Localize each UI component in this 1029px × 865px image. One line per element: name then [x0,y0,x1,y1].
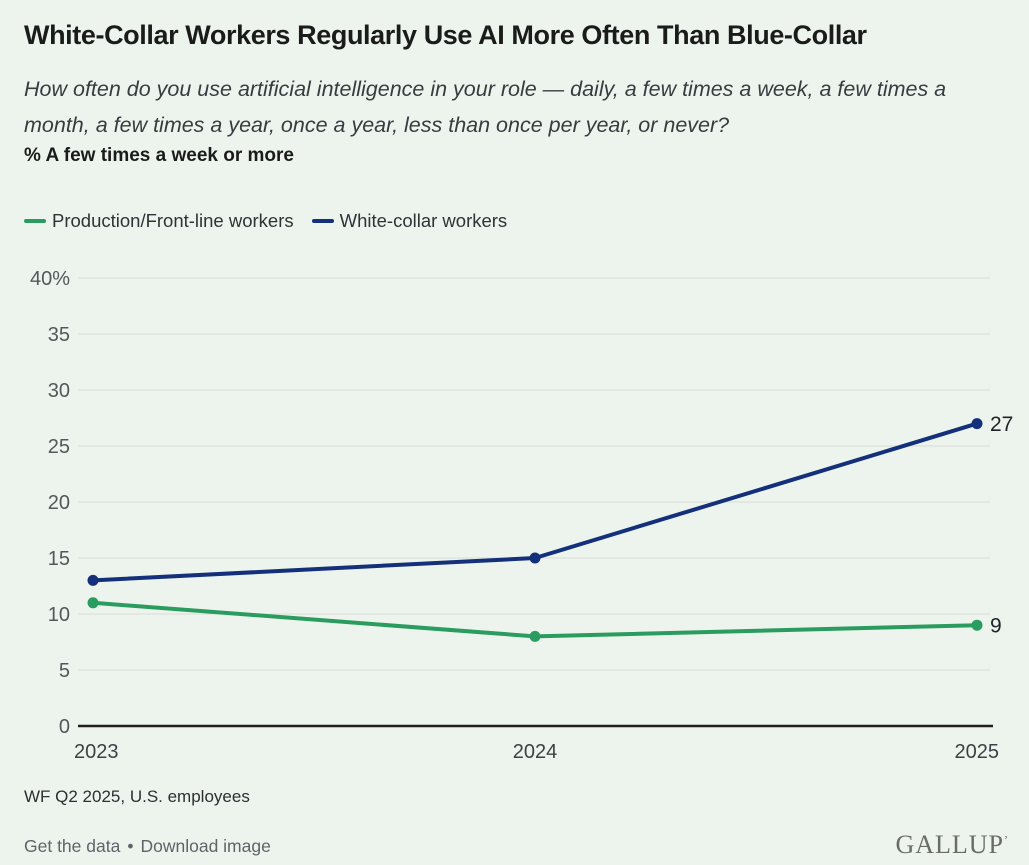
y-axis-tick-label: 10 [48,604,70,626]
y-axis-tick-label: 20 [48,492,70,514]
footer-links: Get the data • Download image [24,836,271,857]
y-axis-tick-label: 5 [59,660,70,682]
chart-subtitle: How often do you use artificial intellig… [24,77,947,137]
value-label: 27 [990,413,1013,436]
data-point [87,574,99,586]
measure-label: % A few times a week or more [24,145,294,166]
x-axis-label: 2024 [513,741,558,763]
legend-label: Production/Front-line workers [52,210,294,231]
data-point [971,418,983,430]
bullet-separator: • [127,836,134,856]
x-axis-label: 2025 [955,741,1000,763]
x-axis-label: 2023 [74,741,119,763]
legend-line-swatch-icon [311,219,334,223]
data-point [529,552,541,564]
legend-line-swatch-icon [24,219,46,223]
data-point [529,630,541,642]
legend-label: White-collar workers [339,210,508,231]
y-axis-tick-label: 0 [59,716,70,738]
legend-item-production-frontline[interactable]: Production/Front-line workers [24,210,294,232]
y-axis-tick-label: 35 [48,324,70,346]
y-axis-tick-label: 15 [48,548,70,570]
gallup-logo: GALLUP’ [895,830,1009,859]
legend-item-white-collar[interactable]: White-collar workers [311,210,508,232]
data-point [971,619,983,631]
source-note: WF Q2 2025, U.S. employees [24,787,250,806]
trademark-mark: ’ [1004,832,1009,847]
value-label: 9 [990,615,1002,638]
data-point [87,597,99,609]
y-axis-tick-label: 40% [30,268,70,290]
download-image-link[interactable]: Download image [140,836,271,856]
chart-legend: Production/Front-line workers White-coll… [24,210,507,232]
page-title: White-Collar Workers Regularly Use AI Mo… [24,20,867,50]
get-the-data-link[interactable]: Get the data [24,836,121,856]
y-axis-tick-label: 30 [48,380,70,402]
y-axis-tick-label: 25 [48,436,70,458]
